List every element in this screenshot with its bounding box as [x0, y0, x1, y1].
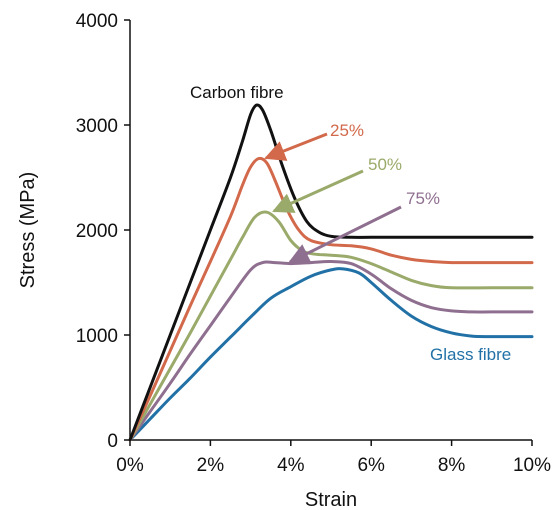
x-axis-ticks: 0% 2% 4% 6% 8% 10% — [116, 440, 551, 476]
x-tick-label: 0% — [116, 455, 144, 476]
x-tick-label: 2% — [197, 455, 225, 476]
label-75-percent: 75% — [406, 189, 440, 208]
label-25-percent: 25% — [330, 121, 364, 140]
arrow-50-percent — [272, 169, 364, 213]
series-lines — [128, 103, 534, 442]
x-tick-label: 4% — [277, 455, 305, 476]
y-tick-label: 3000 — [76, 116, 118, 137]
y-axis-ticks: 0 1000 2000 3000 4000 — [76, 11, 130, 452]
y-axis-title: Stress (MPa) — [17, 172, 39, 289]
arrow-75-percent — [288, 205, 402, 264]
series-line-glass-fibre — [128, 267, 534, 442]
arrow-25-percent — [264, 132, 328, 161]
x-tick-label: 8% — [438, 455, 466, 476]
x-axis-title: Strain — [305, 489, 357, 510]
x-tick-label: 10% — [513, 455, 551, 476]
glass-fibre-label: Glass fibre — [430, 345, 511, 364]
y-tick-label: 2000 — [76, 221, 118, 242]
y-tick-label: 0 — [107, 431, 118, 452]
y-tick-label: 4000 — [76, 11, 118, 32]
series-line-carbon-fibre — [128, 103, 534, 442]
label-50-percent: 50% — [368, 155, 402, 174]
x-axis: 0% 2% 4% 6% 8% 10% Strain — [116, 439, 551, 510]
x-tick-label: 6% — [357, 455, 385, 476]
carbon-fibre-label: Carbon fibre — [190, 83, 284, 102]
y-axis: 0 1000 2000 3000 4000 Stress (MPa) — [17, 11, 131, 452]
annotations: Carbon fibre 25% 50% 75% Glass fibre — [190, 83, 511, 364]
y-tick-label: 1000 — [76, 326, 118, 347]
series-line-25 — [128, 156, 534, 442]
